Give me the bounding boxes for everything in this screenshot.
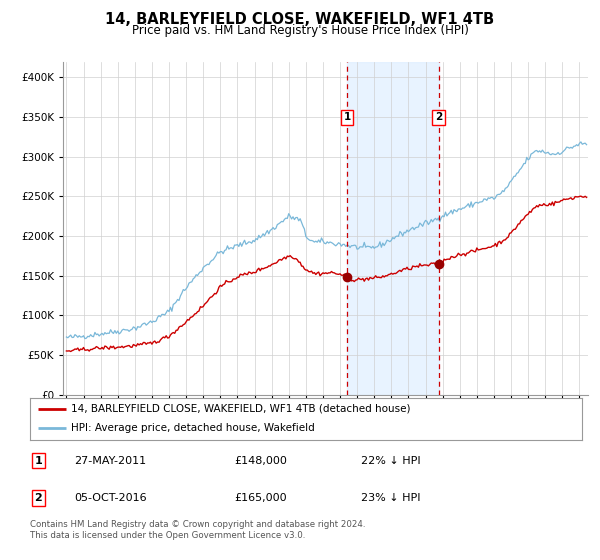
Bar — [347, 62, 439, 395]
Text: 23% ↓ HPI: 23% ↓ HPI — [361, 493, 421, 503]
Text: 1: 1 — [343, 112, 350, 122]
Text: 05-OCT-2016: 05-OCT-2016 — [74, 493, 147, 503]
Text: Contains HM Land Registry data © Crown copyright and database right 2024.
This d: Contains HM Land Registry data © Crown c… — [30, 520, 365, 540]
Text: 14, BARLEYFIELD CLOSE, WAKEFIELD, WF1 4TB: 14, BARLEYFIELD CLOSE, WAKEFIELD, WF1 4T… — [106, 12, 494, 27]
Text: 14, BARLEYFIELD CLOSE, WAKEFIELD, WF1 4TB (detached house): 14, BARLEYFIELD CLOSE, WAKEFIELD, WF1 4T… — [71, 404, 411, 414]
Text: Price paid vs. HM Land Registry's House Price Index (HPI): Price paid vs. HM Land Registry's House … — [131, 24, 469, 37]
Text: 27-MAY-2011: 27-MAY-2011 — [74, 456, 146, 465]
Text: 2: 2 — [34, 493, 42, 503]
Text: 2: 2 — [435, 112, 442, 122]
Text: £165,000: £165,000 — [234, 493, 287, 503]
Text: £148,000: £148,000 — [234, 456, 287, 465]
Text: 1: 1 — [34, 456, 42, 465]
Text: 22% ↓ HPI: 22% ↓ HPI — [361, 456, 421, 465]
Text: HPI: Average price, detached house, Wakefield: HPI: Average price, detached house, Wake… — [71, 423, 315, 433]
